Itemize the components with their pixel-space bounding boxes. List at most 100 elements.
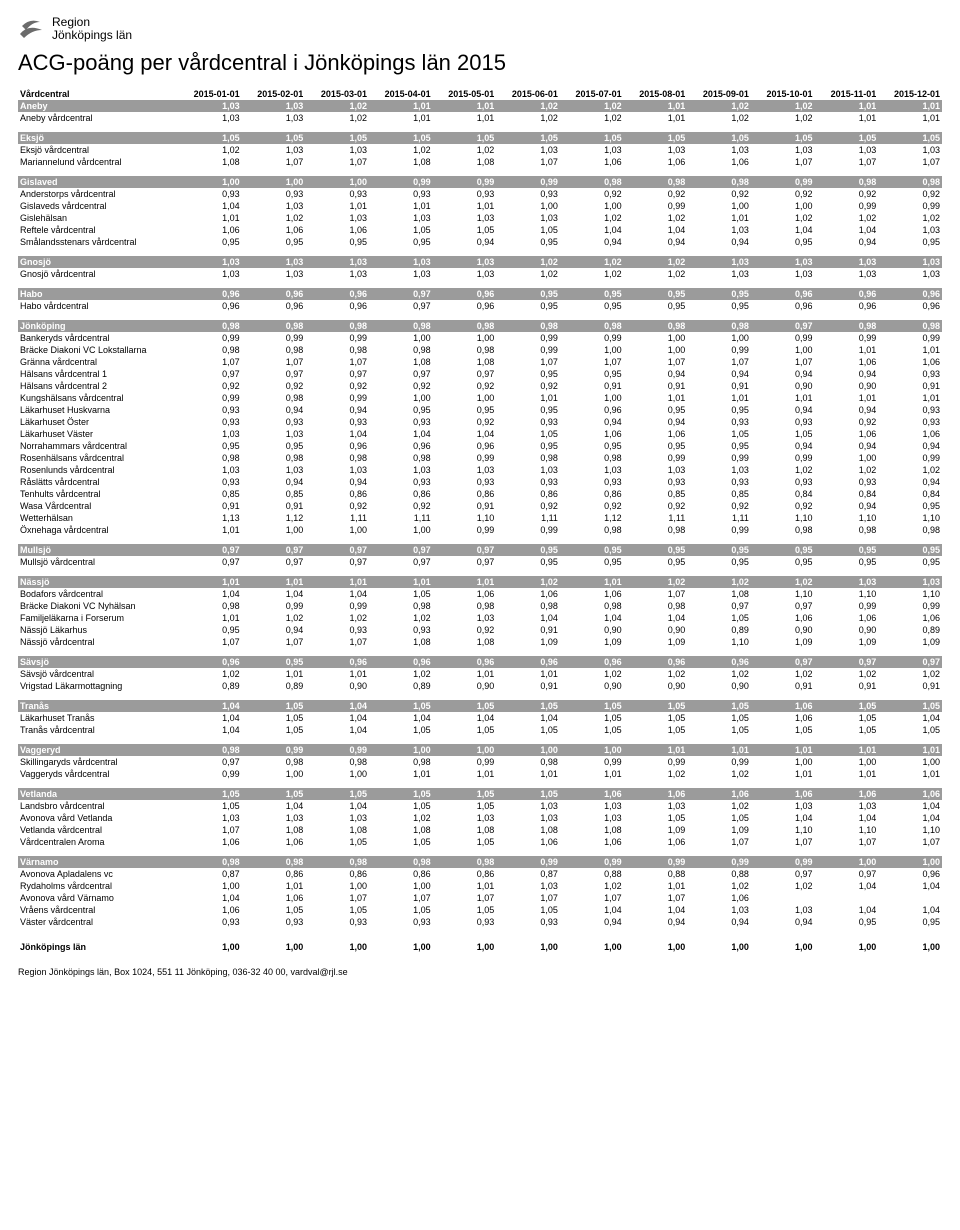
cell-value: 0,90 xyxy=(815,380,879,392)
cell-label: Reftele vårdcentral xyxy=(18,224,178,236)
cell-value: 0,93 xyxy=(687,416,751,428)
cell-value: 1,08 xyxy=(178,156,242,168)
cell-value: 1,05 xyxy=(305,132,369,144)
cell-value: 0,95 xyxy=(687,556,751,568)
cell-value: 1,04 xyxy=(178,712,242,724)
cell-value: 0,93 xyxy=(178,416,242,428)
cell-value: 1,02 xyxy=(624,212,688,224)
table-row: Familjeläkarna i Forserum1,011,021,021,0… xyxy=(18,612,942,624)
table-row: Vaggeryds vårdcentral0,991,001,001,011,0… xyxy=(18,768,942,780)
cell-value: 1,02 xyxy=(815,212,879,224)
cell-value: 0,95 xyxy=(496,544,560,556)
cell-value: 0,90 xyxy=(560,624,624,636)
cell-value: 0,98 xyxy=(687,176,751,188)
col-label: Vårdcentral xyxy=(18,88,178,100)
cell-value: 0,91 xyxy=(433,500,497,512)
cell-value: 0,98 xyxy=(560,320,624,332)
cell-label: Nässjö xyxy=(18,576,178,588)
cell-value: 1,01 xyxy=(305,200,369,212)
cell-value: 1,00 xyxy=(624,936,688,953)
cell-value: 1,00 xyxy=(242,936,306,953)
table-row: Rosenhälsans vårdcentral0,980,980,980,98… xyxy=(18,452,942,464)
cell-value: 0,97 xyxy=(751,868,815,880)
cell-value: 1,00 xyxy=(369,524,433,536)
table-row: Råslätts vårdcentral0,930,940,940,930,93… xyxy=(18,476,942,488)
cell-value: 1,06 xyxy=(560,428,624,440)
cell-value: 0,93 xyxy=(369,916,433,928)
cell-value: 1,02 xyxy=(178,144,242,156)
cell-value: 1,03 xyxy=(687,144,751,156)
cell-value: 1,00 xyxy=(815,452,879,464)
cell-value: 1,03 xyxy=(369,212,433,224)
cell-value: 0,98 xyxy=(560,176,624,188)
cell-value: 1,03 xyxy=(305,268,369,280)
cell-value: 0,93 xyxy=(305,416,369,428)
cell-value: 0,92 xyxy=(433,624,497,636)
cell-value: 1,05 xyxy=(433,788,497,800)
cell-value: 1,08 xyxy=(496,824,560,836)
cell-label: Jönköpings län xyxy=(18,936,178,953)
cell-value: 1,03 xyxy=(815,268,879,280)
cell-value: 1,01 xyxy=(878,392,942,404)
cell-value: 0,94 xyxy=(687,916,751,928)
cell-value: 0,98 xyxy=(878,320,942,332)
cell-value: 1,05 xyxy=(433,800,497,812)
cell-value: 1,06 xyxy=(687,156,751,168)
cell-value: 1,04 xyxy=(305,700,369,712)
cell-value: 0,95 xyxy=(815,544,879,556)
total-row: Jönköpings län1,001,001,001,001,001,001,… xyxy=(18,936,942,953)
cell-value: 0,93 xyxy=(496,188,560,200)
cell-value: 0,91 xyxy=(878,380,942,392)
cell-value: 1,05 xyxy=(751,428,815,440)
cell-value: 1,03 xyxy=(815,800,879,812)
cell-value: 0,99 xyxy=(751,332,815,344)
cell-value: 1,00 xyxy=(369,936,433,953)
cell-value: 0,97 xyxy=(687,600,751,612)
cell-value: 0,96 xyxy=(305,288,369,300)
cell-value: 0,95 xyxy=(560,440,624,452)
cell-value: 0,95 xyxy=(624,544,688,556)
cell-value: 0,98 xyxy=(305,452,369,464)
cell-value: 0,95 xyxy=(496,404,560,416)
cell-value: 0,90 xyxy=(687,680,751,692)
cell-value: 1,05 xyxy=(560,132,624,144)
cell-value: 1,06 xyxy=(878,788,942,800)
cell-value: 0,94 xyxy=(560,236,624,248)
cell-value: 0,99 xyxy=(496,856,560,868)
cell-value: 0,97 xyxy=(242,556,306,568)
cell-value: 0,99 xyxy=(178,392,242,404)
cell-value: 1,05 xyxy=(305,788,369,800)
cell-value: 0,95 xyxy=(878,236,942,248)
cell-label: Råslätts vårdcentral xyxy=(18,476,178,488)
cell-value: 1,08 xyxy=(305,824,369,836)
cell-value: 1,03 xyxy=(560,812,624,824)
cell-value: 0,86 xyxy=(242,868,306,880)
cell-value: 1,05 xyxy=(433,224,497,236)
cell-value: 1,08 xyxy=(242,824,306,836)
cell-value: 0,95 xyxy=(242,236,306,248)
cell-value: 1,00 xyxy=(560,744,624,756)
cell-value: 1,01 xyxy=(305,576,369,588)
cell-value: 0,90 xyxy=(433,680,497,692)
cell-value: 1,03 xyxy=(242,812,306,824)
cell-value: 1,03 xyxy=(687,268,751,280)
cell-value: 0,99 xyxy=(687,452,751,464)
cell-value: 1,02 xyxy=(687,112,751,124)
cell-value: 0,96 xyxy=(560,656,624,668)
cell-label: Wasa Vårdcentral xyxy=(18,500,178,512)
cell-value: 1,06 xyxy=(751,712,815,724)
cell-value: 1,05 xyxy=(369,724,433,736)
cell-value: 1,05 xyxy=(369,132,433,144)
cell-value: 1,00 xyxy=(815,936,879,953)
cell-value: 0,98 xyxy=(496,452,560,464)
cell-value: 1,06 xyxy=(878,356,942,368)
cell-value: 1,07 xyxy=(178,636,242,648)
cell-value: 1,04 xyxy=(305,712,369,724)
cell-value: 1,04 xyxy=(878,812,942,824)
cell-value: 1,01 xyxy=(624,112,688,124)
cell-label: Aneby xyxy=(18,100,178,112)
cell-value: 1,02 xyxy=(687,800,751,812)
cell-value: 1,05 xyxy=(878,132,942,144)
cell-value: 0,93 xyxy=(369,624,433,636)
cell-value: 1,07 xyxy=(560,892,624,904)
